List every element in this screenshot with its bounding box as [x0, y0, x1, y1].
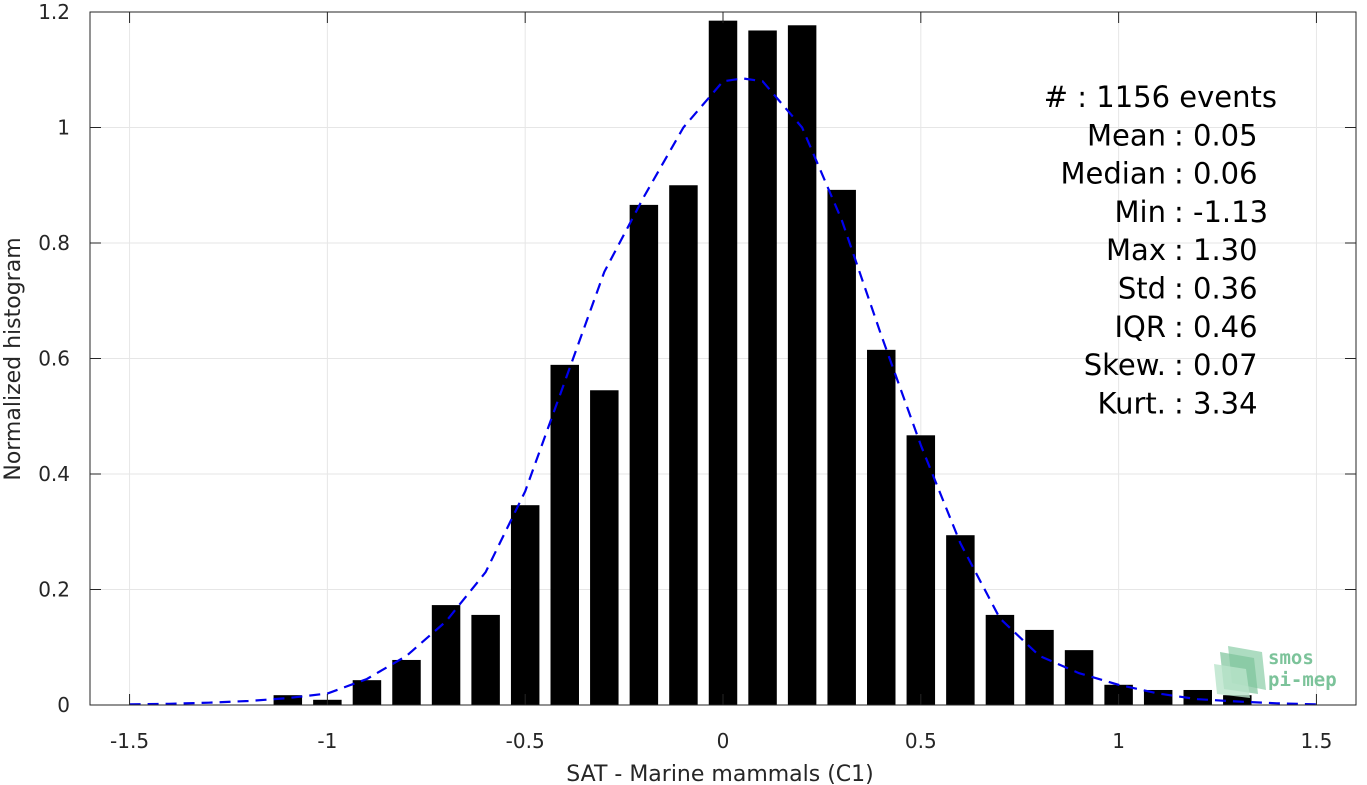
logo-waves-icon	[1214, 646, 1266, 698]
stat-label: IQR	[1114, 310, 1166, 344]
x-tick-labels: -1.5 -1 -0.5 0 0.5 1 1.5	[110, 729, 1332, 753]
stat-value: : 0.05	[1174, 118, 1258, 152]
stat-line: # : 1156 events	[1044, 80, 1277, 114]
stat-label: Median	[1061, 157, 1166, 191]
histogram-bar	[1064, 650, 1094, 705]
histogram-bar	[985, 614, 1015, 705]
histogram-bar	[471, 614, 500, 705]
stat-value: : 0.36	[1174, 272, 1258, 306]
stat-label: Kurt.	[1098, 386, 1166, 420]
histogram-bar	[708, 20, 738, 706]
stat-label: Min	[1115, 195, 1166, 229]
stat-value: : -1.13	[1174, 195, 1268, 229]
stat-value: : 3.34	[1174, 386, 1258, 420]
logo-line2: pi-mep	[1268, 669, 1337, 691]
y-axis-label: Normalized histogram	[1, 237, 26, 480]
y-tick-label: 1.2	[38, 0, 70, 24]
y-tick-label: 0.6	[38, 347, 70, 371]
stat-label: Std	[1118, 272, 1166, 306]
histogram-bar	[590, 390, 619, 705]
fit-curve	[129, 77, 1317, 706]
y-tick-label: 0.8	[38, 231, 70, 255]
x-tick-label: 1.5	[1301, 729, 1333, 753]
stat-value: : 0.07	[1174, 348, 1258, 382]
x-axis-label: SAT - Marine mammals (C1)	[566, 762, 874, 785]
histogram-bar	[392, 659, 421, 705]
y-tick-label: 0.4	[38, 462, 70, 486]
stat-value: : 0.46	[1174, 310, 1258, 344]
fit-curve-layer	[129, 77, 1317, 706]
histogram-bar	[510, 505, 540, 705]
stat-value: : 0.06	[1174, 157, 1258, 191]
stat-label: Skew.	[1084, 348, 1166, 382]
histogram-bar	[273, 695, 303, 705]
y-tick-label: 0	[57, 693, 70, 717]
stat-label: Max	[1106, 233, 1166, 267]
histogram-bar	[787, 25, 817, 706]
x-tick-label: 0.5	[905, 729, 937, 753]
y-tick-labels: 0 0.2 0.4 0.6 0.8 1 1.2	[38, 0, 70, 717]
histogram-bar	[1223, 695, 1252, 705]
histogram-bar	[352, 680, 382, 705]
logo-line1: smos	[1268, 647, 1314, 669]
stat-label: Mean	[1087, 118, 1166, 152]
x-tick-label: -1	[317, 729, 337, 753]
x-tick-label: -0.5	[506, 729, 545, 753]
histogram-bar	[669, 185, 698, 705]
histogram-bars	[273, 20, 1252, 706]
histogram-bar	[748, 30, 777, 706]
smos-pi-mep-logo: smos pi-mep	[1214, 646, 1337, 698]
histogram-bar	[906, 435, 936, 705]
histogram-bar	[867, 349, 896, 705]
x-tick-label: -1.5	[110, 729, 149, 753]
x-tick-label: 0	[717, 729, 730, 753]
y-tick-label: 0.2	[38, 578, 70, 602]
x-tick-label: 1	[1112, 729, 1125, 753]
histogram-bar	[827, 189, 856, 705]
histogram-bar	[1183, 689, 1212, 705]
stat-value: : 1.30	[1174, 233, 1258, 267]
histogram-bar	[1025, 629, 1054, 705]
histogram-bar	[550, 364, 579, 705]
y-tick-label: 1	[57, 116, 70, 140]
histogram-bar	[431, 605, 461, 705]
axis-ticks	[90, 11, 1356, 706]
histogram-bar	[629, 204, 659, 705]
